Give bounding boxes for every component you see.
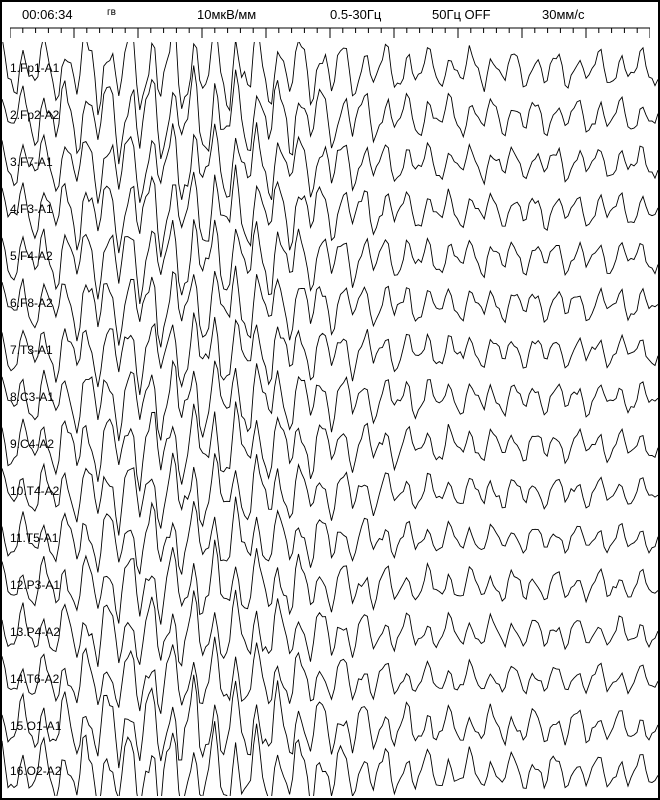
header-item: 00:06:34 xyxy=(22,7,73,22)
header-item: 0.5-30Гц xyxy=(330,7,381,22)
eeg-trace xyxy=(2,402,658,492)
eeg-trace xyxy=(2,675,658,768)
time-tick-bar xyxy=(10,27,650,41)
channel-label: 9.C4-A2 xyxy=(10,437,54,451)
eeg-trace xyxy=(2,165,658,258)
channel-label: 2.Fp2-A2 xyxy=(10,108,59,122)
eeg-header: 00:06:34 гв 10мкВ/мм 0.5-30Гц 50Гц OFF 30мм/с xyxy=(2,7,658,25)
header-item: 50Гц OFF xyxy=(432,7,491,22)
channel-label: 11.T5-A1 xyxy=(10,531,58,545)
eeg-frame: 00:06:34 гв 10мкВ/мм 0.5-30Гц 50Гц OFF 30мм/с… xyxy=(0,0,660,800)
channel-label: 13.P4-A2 xyxy=(10,625,60,639)
channel-label: 8.C3-A1 xyxy=(10,390,54,404)
eeg-trace xyxy=(2,590,658,667)
channel-label: 5.F4-A2 xyxy=(10,249,53,263)
channel-label: 6.F8-A2 xyxy=(10,296,53,310)
header-item: 30мм/с xyxy=(542,7,584,22)
eeg-trace xyxy=(2,637,658,714)
channel-label: 16.O2-A2 xyxy=(10,764,61,778)
channel-label: 3.F7-A1 xyxy=(10,155,53,169)
eeg-trace xyxy=(2,497,658,575)
header-item: 10мкВ/мм xyxy=(197,7,256,22)
channel-label: 7.T3-A1 xyxy=(10,343,53,357)
channel-label: 4.F3-A1 xyxy=(10,202,53,216)
channel-label: 15.O1-A1 xyxy=(10,719,61,733)
eeg-trace xyxy=(2,42,658,115)
channel-label: 10.T4-A2 xyxy=(10,484,59,498)
channel-label: 14.T6-A2 xyxy=(10,672,59,686)
eeg-trace xyxy=(2,219,658,304)
eeg-traces-svg xyxy=(2,42,658,796)
header-item: гв xyxy=(107,7,116,18)
channel-label: 12.P3-A1 xyxy=(10,578,60,592)
eeg-plot-area: 1.Fp1-A1 2.Fp2-A2 3.F7-A1 4.F3-A1 5.F4-A2 6.F… xyxy=(2,42,658,798)
eeg-trace xyxy=(2,266,658,348)
channel-label: 1.Fp1-A1 xyxy=(10,61,59,75)
